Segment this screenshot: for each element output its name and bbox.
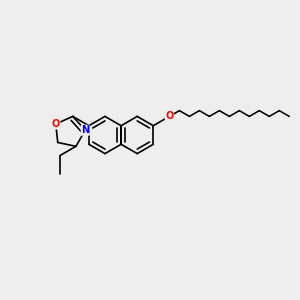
Text: O: O	[52, 119, 60, 129]
Text: O: O	[165, 111, 174, 122]
Text: N: N	[81, 125, 89, 135]
